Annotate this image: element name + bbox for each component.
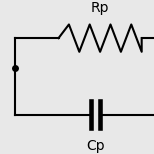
Text: Cp: Cp (86, 139, 105, 153)
Text: Rp: Rp (91, 1, 109, 15)
